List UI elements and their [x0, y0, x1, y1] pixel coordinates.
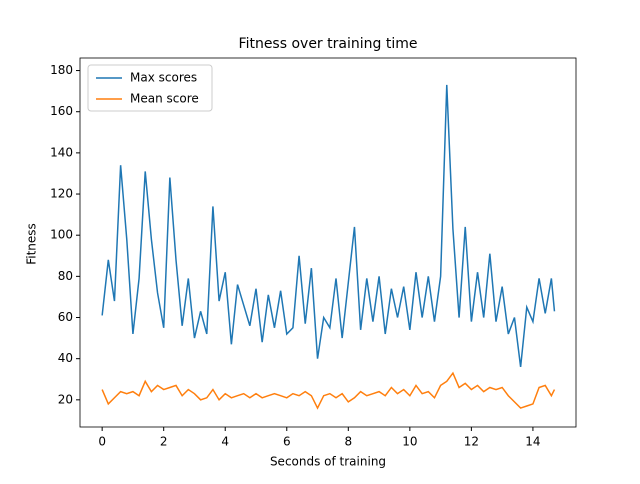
x-tick-label: 12 [464, 435, 479, 449]
x-tick-label: 4 [221, 435, 229, 449]
y-tick-label: 180 [50, 63, 73, 77]
y-tick-label: 120 [50, 187, 73, 201]
x-tick-label: 8 [344, 435, 352, 449]
x-tick-label: 2 [160, 435, 168, 449]
x-tick-label: 0 [98, 435, 106, 449]
y-tick-label: 100 [50, 228, 73, 242]
line [101, 84, 556, 367]
y-axis-label: Fitness [25, 223, 39, 265]
y-tick-label: 140 [50, 145, 73, 159]
y-tick-label: 40 [58, 351, 73, 365]
legend-label: Max scores [130, 71, 197, 85]
x-axis-label: Seconds of training [270, 455, 386, 469]
line [101, 371, 556, 410]
plot-frame [79, 57, 577, 428]
legend-label: Mean score [130, 92, 199, 106]
x-tick-label: 6 [283, 435, 291, 449]
y-tick-label: 80 [58, 269, 73, 283]
y-tick-label: 60 [58, 310, 73, 324]
y-tick-label: 160 [50, 104, 73, 118]
x-tick-label: 10 [402, 435, 417, 449]
x-tick-label: 14 [525, 435, 540, 449]
y-tick-label: 20 [58, 392, 73, 406]
chart-title: Fitness over training time [239, 36, 418, 52]
